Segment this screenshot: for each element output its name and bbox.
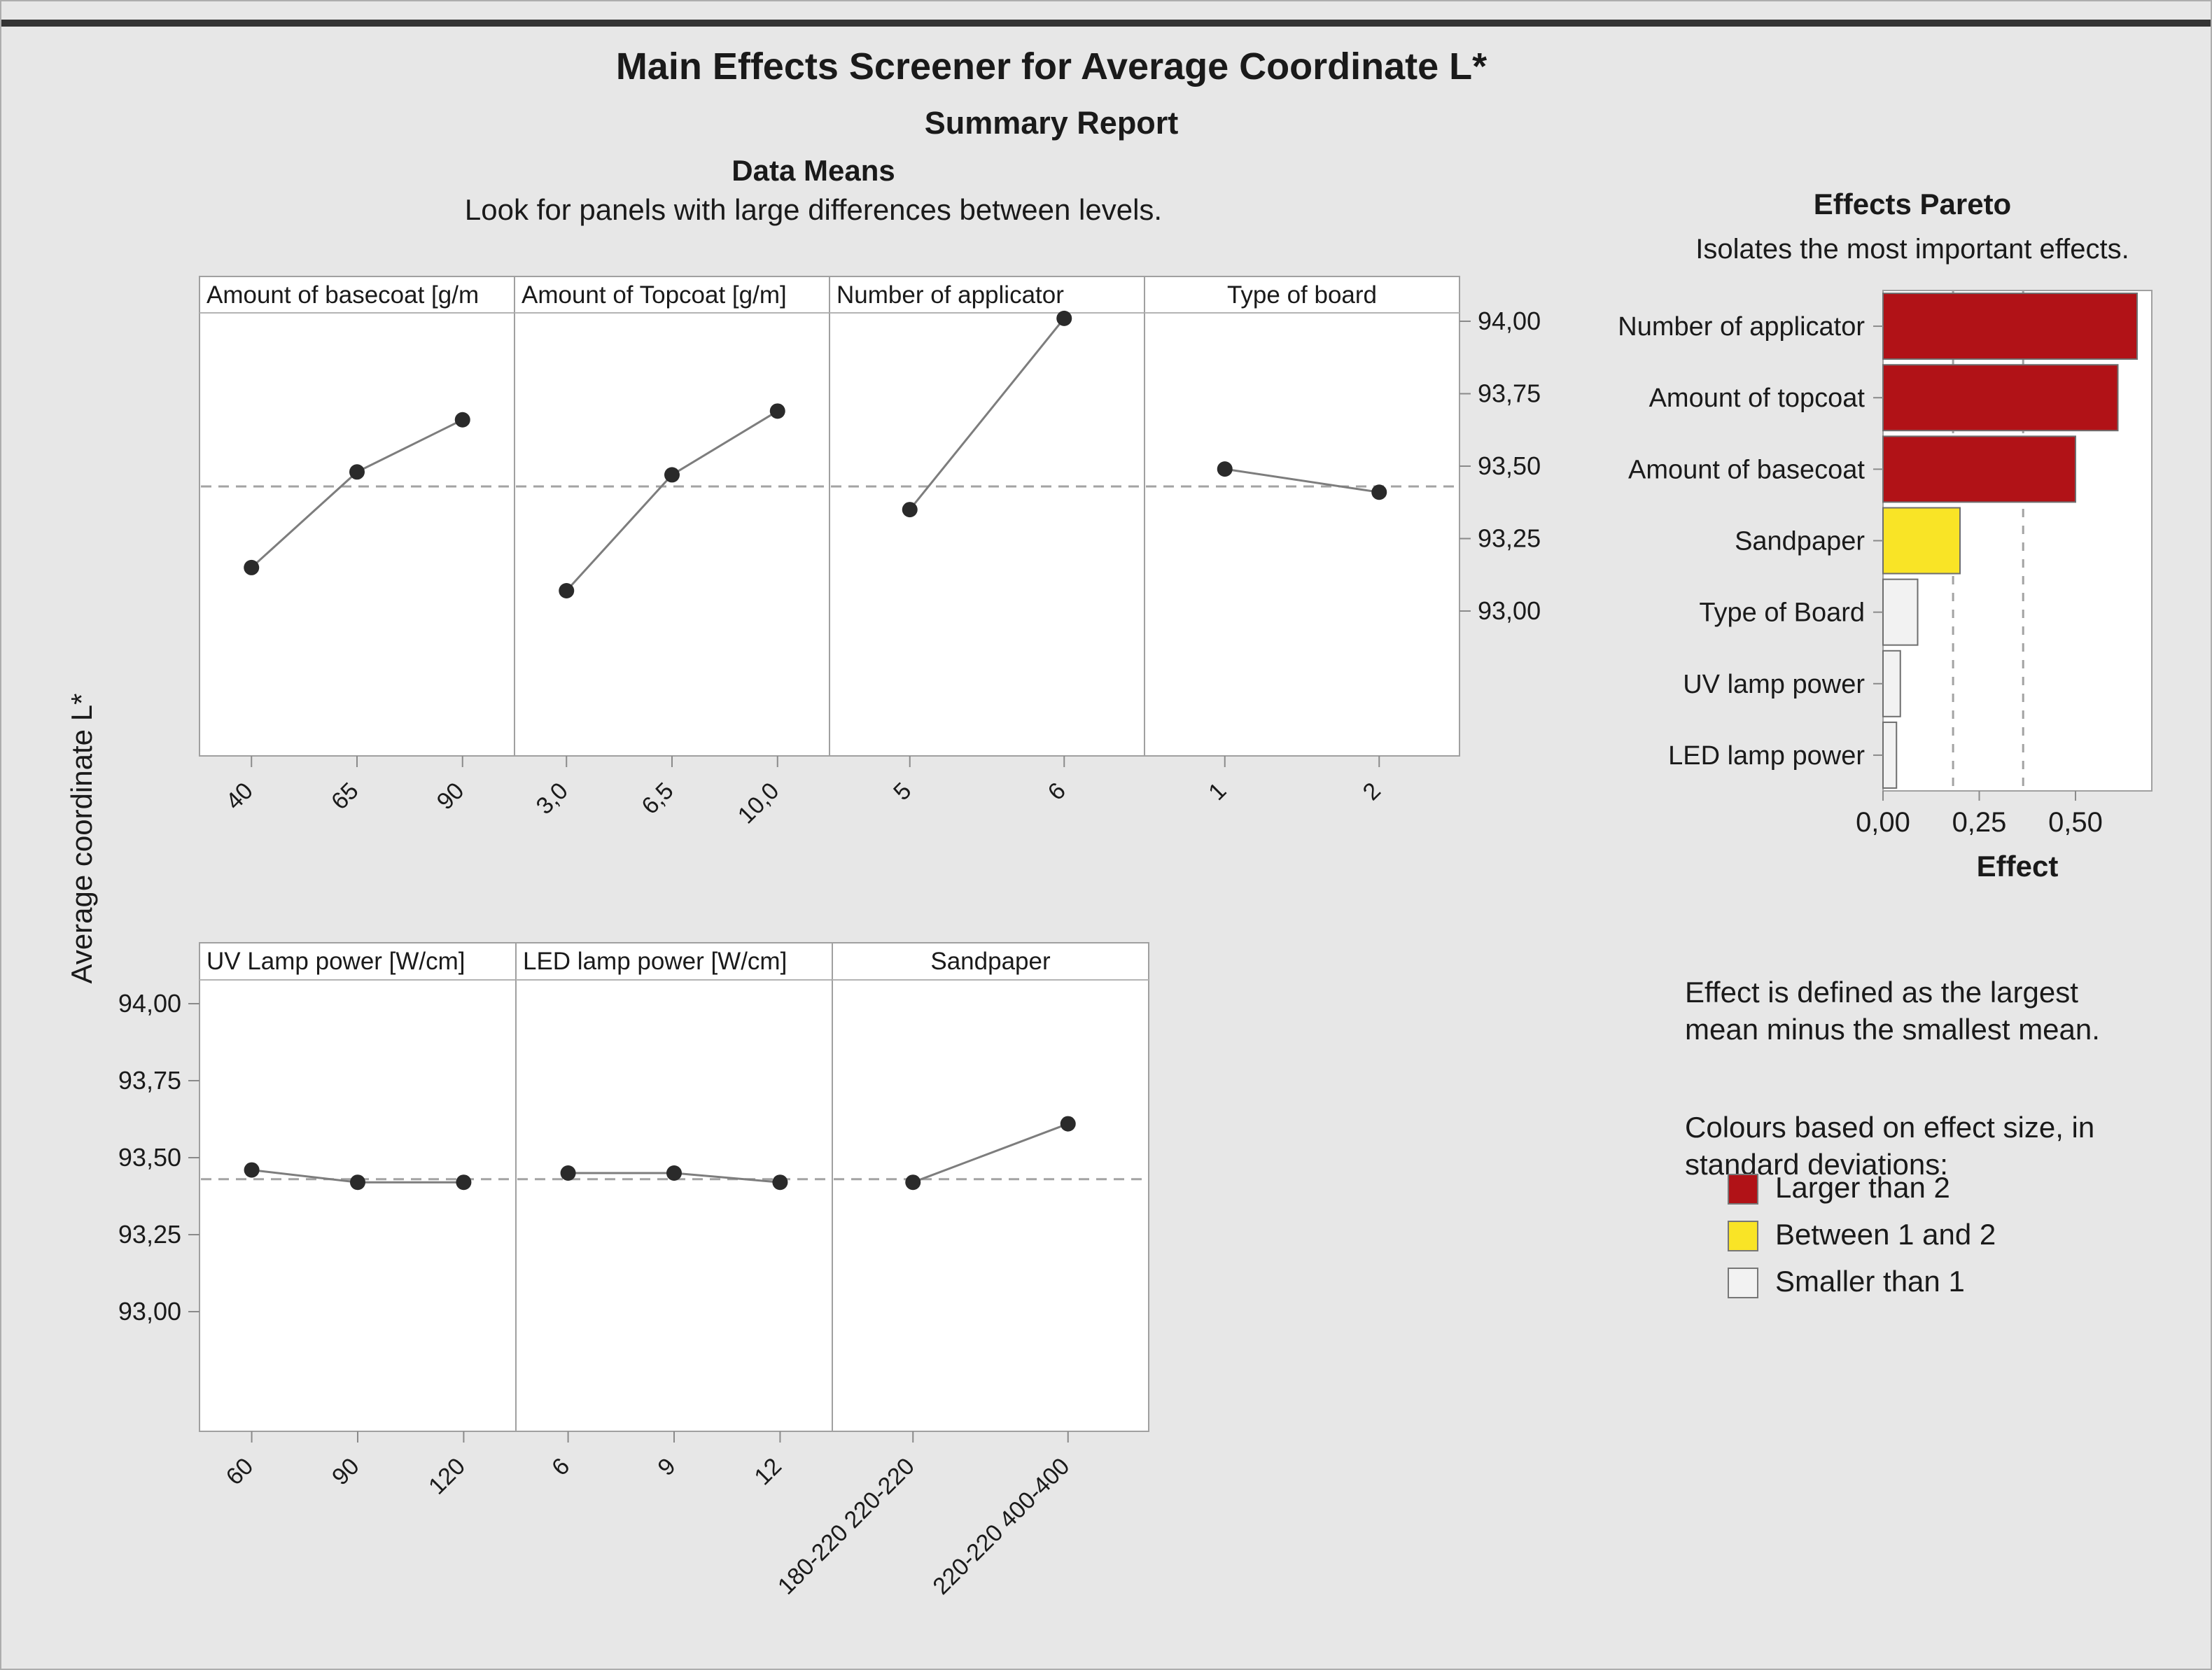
legend-heading-line1: Colours based on effect size, in	[1685, 1111, 2095, 1144]
y-tick-label: 94,00	[1478, 307, 1541, 335]
x-tick-label: 6,5	[636, 778, 678, 820]
data-point-amount-of-topcoat-g-m-3,0	[559, 583, 575, 599]
y-tick-label: 93,00	[118, 1297, 181, 1326]
page-title: Main Effects Screener for Average Coordi…	[615, 45, 1488, 87]
data-point-type-of-board-1	[1217, 461, 1233, 477]
x-tick-label: 90	[432, 778, 470, 815]
data-point-led-lamp-power-w-cm-9	[666, 1165, 682, 1181]
data-point-sandpaper-220-220 400-400	[1060, 1116, 1076, 1132]
pareto-bar-number-of-applicator	[1882, 293, 2138, 360]
pareto-category-label-sandpaper: Sandpaper	[1735, 527, 1865, 556]
x-tick-label: 6	[547, 1453, 575, 1481]
data-point-number-of-applicator-6	[1056, 310, 1072, 326]
data-point-amount-of-topcoat-g-m-10,0	[769, 403, 785, 419]
x-tick-label: 10,0	[733, 778, 785, 829]
legend-label-smaller-than-1: Smaller than 1	[1775, 1265, 1965, 1298]
x-tick-label: 2	[1358, 778, 1386, 806]
pareto-category-label-number-of-applicator: Number of applicator	[1618, 312, 1865, 342]
x-tick-label: 3,0	[531, 778, 573, 820]
series-line-number-of-applicator	[909, 317, 1065, 511]
panel-header-amount-of-topcoat-g-m: Amount of Topcoat [g/m]	[522, 281, 787, 309]
panel-header-sandpaper: Sandpaper	[930, 948, 1051, 975]
pareto-bar-amount-of-basecoat	[1882, 435, 2076, 503]
x-tick-label: 120	[424, 1453, 470, 1500]
legend-label-between-1-and-2: Between 1 and 2	[1775, 1218, 1996, 1251]
y-tick-label: 94,00	[118, 989, 181, 1018]
legend-swatch-red	[1728, 1174, 1758, 1205]
pareto-bar-uv-lamp-power	[1882, 650, 1901, 717]
series-line-type-of-board	[1224, 468, 1380, 493]
pareto-bar-sandpaper	[1882, 507, 1961, 575]
panel-amount-of-basecoat-g-m	[199, 276, 515, 757]
x-tick-label: 5	[888, 778, 916, 806]
data-point-uv-lamp-power-w-cm-90	[350, 1174, 365, 1191]
legend-swatch-yellow	[1728, 1221, 1758, 1251]
y-tick-label: 93,25	[1478, 524, 1541, 553]
panel-header-uv-lamp-power-w-cm: UV Lamp power [W/cm]	[206, 948, 465, 975]
page-subtitle: Summary Report	[924, 105, 1179, 141]
pareto-x-tick-label: 0,00	[1856, 807, 1910, 838]
y-tick-label: 93,75	[118, 1066, 181, 1095]
effect-definition-line1: Effect is defined as the largest	[1685, 976, 2078, 1009]
x-tick-label: 1	[1203, 778, 1231, 806]
data-point-type-of-board-2	[1371, 484, 1387, 500]
panel-type-of-board	[1144, 276, 1460, 757]
panel-header-led-lamp-power-w-cm: LED lamp power [W/cm]	[523, 948, 787, 975]
panel-header-number-of-applicator: Number of applicator	[836, 281, 1064, 309]
pareto-category-label-amount-of-basecoat: Amount of basecoat	[1628, 455, 1865, 484]
x-tick-label: 40	[220, 778, 258, 815]
series-line-sandpaper	[912, 1123, 1069, 1184]
data-point-amount-of-basecoat-g-m-40	[244, 559, 260, 575]
section-title-data-means: Data Means	[732, 154, 895, 187]
legend-heading: Colours based on effect size, in standar…	[1685, 1109, 2211, 1183]
pareto-bar-type-of-board	[1882, 578, 1919, 646]
x-tick-label: 12	[749, 1453, 787, 1491]
legend-label-larger-than-2: Larger than 2	[1775, 1171, 1950, 1204]
pareto-category-label-type-of-board: Type of Board	[1699, 598, 1865, 628]
x-tick-label: 6	[1043, 778, 1071, 806]
pareto-title: Effects Pareto	[1813, 188, 2012, 220]
x-tick-label: 180-220 220-220	[773, 1453, 920, 1600]
x-tick-label: 60	[221, 1453, 259, 1491]
panel-header-type-of-board: Type of board	[1227, 281, 1377, 309]
panel-header-amount-of-basecoat-g-m: Amount of basecoat [g/m	[206, 281, 479, 309]
data-point-led-lamp-power-w-cm-6	[560, 1165, 576, 1181]
y-tick-label: 93,75	[1478, 379, 1541, 408]
panel-sandpaper	[832, 942, 1149, 1432]
y-tick-label: 93,50	[1478, 451, 1541, 480]
x-tick-label: 220-220 400-400	[927, 1453, 1074, 1600]
data-point-amount-of-basecoat-g-m-90	[454, 412, 470, 428]
effect-definition-note: Effect is defined as the largest mean mi…	[1685, 974, 2211, 1048]
data-point-uv-lamp-power-w-cm-60	[244, 1162, 260, 1178]
data-point-number-of-applicator-5	[902, 502, 918, 518]
pareto-category-label-led-lamp-power: LED lamp power	[1668, 741, 1865, 771]
data-point-uv-lamp-power-w-cm-120	[456, 1174, 472, 1191]
panel-amount-of-topcoat-g-m	[514, 276, 830, 757]
pareto-bar-amount-of-topcoat	[1882, 364, 2119, 432]
pareto-category-label-amount-of-topcoat: Amount of topcoat	[1649, 384, 1865, 413]
legend-swatch-white	[1728, 1268, 1758, 1298]
data-point-amount-of-basecoat-g-m-65	[349, 464, 365, 480]
pareto-x-tick-label: 0,25	[1952, 807, 2007, 838]
pareto-category-label-uv-lamp-power: UV lamp power	[1683, 670, 1865, 699]
x-tick-label: 90	[327, 1453, 365, 1491]
x-tick-label: 9	[652, 1453, 680, 1481]
section-note: Look for panels with large differences b…	[464, 193, 1163, 226]
pareto-bar-led-lamp-power	[1882, 721, 1898, 789]
panel-number-of-applicator	[829, 276, 1145, 757]
pareto-x-axis-title: Effect	[1977, 850, 2059, 883]
data-point-sandpaper-180-220 220-220	[905, 1174, 921, 1191]
x-tick-label: 65	[326, 778, 364, 815]
data-point-amount-of-topcoat-g-m-6,5	[664, 467, 680, 483]
y-tick-label: 93,50	[118, 1143, 181, 1172]
data-point-led-lamp-power-w-cm-12	[772, 1174, 788, 1191]
pareto-subtitle: Isolates the most important effects.	[1695, 234, 2129, 265]
effect-definition-line2: mean minus the smallest mean.	[1685, 1012, 2100, 1046]
pareto-x-tick-label: 0,50	[2048, 807, 2103, 838]
y-tick-label: 93,00	[1478, 596, 1541, 625]
window-top-edge	[1, 20, 2211, 27]
y-tick-label: 93,25	[118, 1220, 181, 1249]
